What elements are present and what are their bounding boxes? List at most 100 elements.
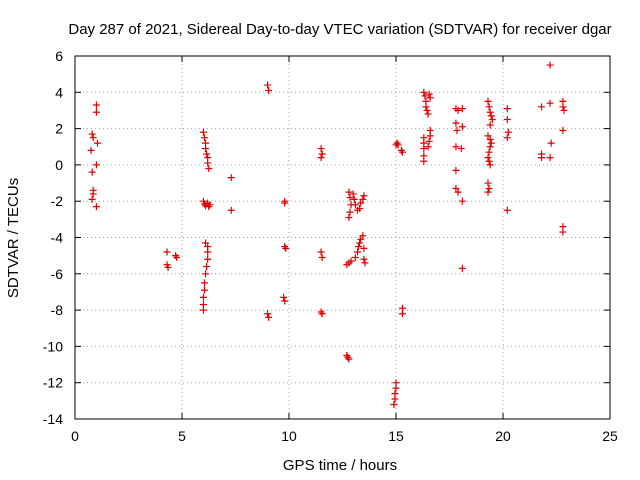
data-point bbox=[318, 150, 326, 158]
data-point bbox=[503, 206, 511, 214]
data-point bbox=[546, 61, 554, 69]
data-point bbox=[87, 146, 95, 154]
data-point bbox=[391, 395, 399, 403]
data-point bbox=[92, 161, 100, 169]
data-point bbox=[425, 90, 433, 98]
data-point bbox=[486, 161, 494, 169]
y-tick-label: 4 bbox=[55, 84, 63, 100]
data-point bbox=[346, 208, 354, 216]
data-point bbox=[282, 244, 290, 252]
data-point bbox=[227, 174, 235, 182]
data-point bbox=[452, 166, 460, 174]
data-point bbox=[88, 168, 96, 176]
data-point bbox=[360, 192, 368, 200]
data-point bbox=[357, 235, 365, 243]
y-tick-label: -2 bbox=[51, 193, 64, 209]
data-point bbox=[281, 243, 289, 251]
data-point bbox=[318, 253, 326, 261]
data-point bbox=[547, 139, 555, 147]
data-point bbox=[89, 134, 97, 142]
data-point bbox=[559, 228, 567, 236]
data-point bbox=[350, 195, 358, 203]
data-point bbox=[206, 201, 214, 209]
data-point bbox=[546, 154, 554, 162]
data-point bbox=[202, 145, 210, 153]
data-point bbox=[92, 203, 100, 211]
data-point bbox=[280, 293, 288, 301]
data-point bbox=[199, 306, 207, 314]
data-point bbox=[351, 201, 359, 209]
data-point bbox=[88, 195, 96, 203]
data-point bbox=[89, 190, 97, 198]
data-point bbox=[426, 94, 434, 102]
data-point bbox=[422, 103, 430, 111]
data-point bbox=[487, 112, 495, 120]
data-point bbox=[357, 199, 365, 207]
data-point bbox=[202, 270, 210, 278]
data-point bbox=[452, 143, 460, 151]
data-point bbox=[457, 145, 465, 153]
grid bbox=[75, 56, 610, 419]
data-point bbox=[349, 190, 357, 198]
y-tick-label: -10 bbox=[43, 338, 63, 354]
data-point bbox=[361, 259, 369, 267]
data-point bbox=[485, 148, 493, 156]
data-point bbox=[164, 263, 172, 271]
data-point bbox=[317, 145, 325, 153]
y-tick-label: -8 bbox=[51, 302, 64, 318]
data-point bbox=[205, 165, 213, 173]
data-point bbox=[458, 123, 466, 131]
data-point bbox=[420, 145, 428, 153]
data-point bbox=[452, 184, 460, 192]
data-point bbox=[317, 308, 325, 316]
data-point bbox=[504, 128, 512, 136]
data-point bbox=[318, 310, 326, 318]
data-point bbox=[88, 130, 96, 138]
data-point bbox=[423, 106, 431, 114]
data-point bbox=[347, 257, 355, 265]
data-point bbox=[227, 206, 235, 214]
data-point bbox=[559, 103, 567, 111]
data-point bbox=[503, 105, 511, 113]
data-point bbox=[202, 239, 210, 247]
data-point bbox=[393, 139, 401, 147]
data-point bbox=[317, 154, 325, 162]
data-point bbox=[203, 263, 211, 271]
data-point bbox=[458, 197, 466, 205]
data-point bbox=[420, 157, 428, 165]
data-point bbox=[426, 126, 434, 134]
data-point bbox=[454, 188, 462, 196]
data-point bbox=[346, 194, 354, 202]
data-point bbox=[424, 110, 432, 118]
data-point bbox=[356, 204, 364, 212]
data-point bbox=[173, 253, 181, 261]
data-point bbox=[453, 126, 461, 134]
data-point bbox=[503, 134, 511, 142]
data-point bbox=[392, 384, 400, 392]
data-point bbox=[560, 106, 568, 114]
data-point bbox=[163, 248, 171, 256]
data-point bbox=[503, 116, 511, 124]
x-tick-label: 20 bbox=[495, 428, 511, 444]
data-point bbox=[484, 179, 492, 187]
data-point bbox=[485, 157, 493, 165]
data-point bbox=[345, 214, 353, 222]
data-point bbox=[204, 255, 212, 263]
x-tick-label: 5 bbox=[178, 428, 186, 444]
data-point bbox=[458, 105, 466, 113]
data-point bbox=[484, 154, 492, 162]
data-point bbox=[485, 103, 493, 111]
data-point bbox=[265, 86, 273, 94]
data-point bbox=[281, 297, 289, 305]
y-tick-label: 2 bbox=[55, 121, 63, 137]
data-point bbox=[359, 232, 367, 240]
data-point bbox=[353, 248, 361, 256]
data-point bbox=[93, 139, 101, 147]
data-point bbox=[92, 101, 100, 109]
data-point bbox=[486, 143, 494, 151]
data-point bbox=[203, 150, 211, 158]
data-point bbox=[199, 293, 207, 301]
x-tick-label: 25 bbox=[602, 428, 618, 444]
data-point bbox=[458, 264, 466, 272]
